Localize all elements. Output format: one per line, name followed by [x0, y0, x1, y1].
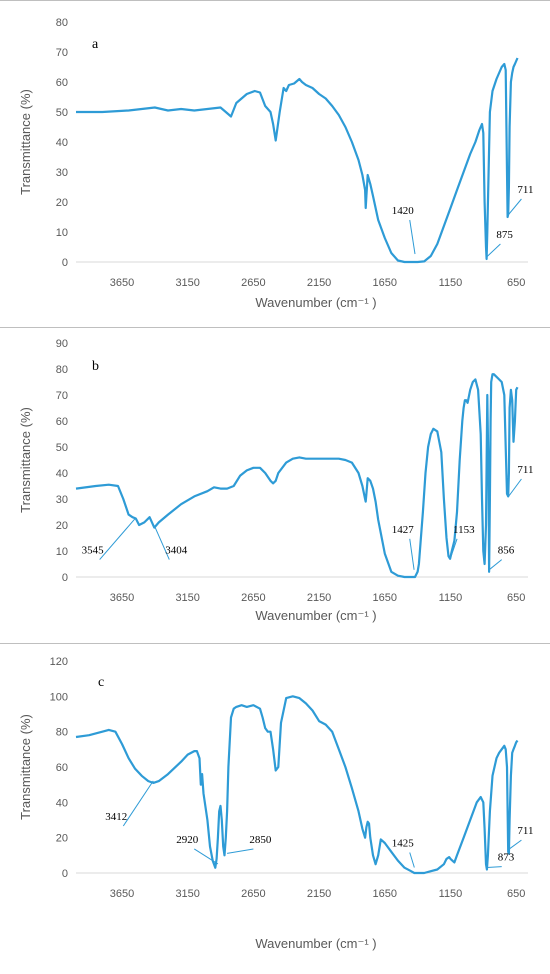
- x-tick-label: 650: [507, 592, 525, 604]
- annotation-label: 856: [498, 545, 515, 557]
- x-tick-label: 3150: [175, 592, 199, 604]
- y-tick-label: 20: [56, 833, 68, 845]
- annotation-leader: [449, 538, 458, 560]
- annotation-label: 1427: [392, 524, 415, 536]
- x-tick-label: 2650: [241, 277, 265, 289]
- annotation-leader: [488, 559, 503, 571]
- y-tick-label: 80: [56, 17, 68, 29]
- annotation-label: 711: [517, 464, 533, 476]
- annotation-label: 3404: [165, 545, 188, 557]
- spectrum-line: [75, 373, 519, 579]
- y-axis-title: Transmittance (%): [18, 407, 33, 513]
- annotation-leader: [193, 848, 219, 865]
- x-tick-label: 3650: [110, 592, 134, 604]
- annotation-label: 1420: [392, 205, 415, 217]
- y-tick-label: 40: [56, 797, 68, 809]
- x-tick-label: 1150: [439, 592, 463, 604]
- spectrum-line: [76, 57, 519, 264]
- y-tick-label: 100: [50, 691, 68, 703]
- annotation-leader: [99, 517, 137, 560]
- annotation-leader: [409, 852, 415, 868]
- y-tick-label: 10: [56, 546, 68, 558]
- y-tick-label: 20: [56, 197, 68, 209]
- panel-divider-top: [0, 0, 550, 1]
- annotation-label: 1425: [392, 838, 415, 850]
- y-tick-label: 50: [56, 442, 68, 454]
- annotation-label: 873: [498, 852, 515, 864]
- x-tick-label: 1650: [373, 277, 397, 289]
- x-tick-label: 650: [507, 277, 525, 289]
- annotation-leader: [507, 839, 522, 851]
- annotation-leader: [507, 478, 522, 498]
- annotation-label: 711: [517, 825, 533, 837]
- annotation-leader: [122, 780, 154, 827]
- annotation-label: 711: [517, 184, 533, 196]
- y-axis-title: Transmittance (%): [18, 89, 33, 195]
- y-tick-label: 0: [62, 572, 68, 584]
- annotation-label: 3545: [82, 545, 105, 557]
- x-tick-label: 2150: [307, 592, 331, 604]
- x-tick-label: 3150: [175, 277, 199, 289]
- annotation-label: 1153: [453, 524, 475, 536]
- chart-a-svg: 0 10 20 30 40 50 60 70 80 3650 3150 2650 2150 1650 115…: [18, 17, 534, 310]
- x-tick-label: 1150: [439, 277, 463, 289]
- annotation-leader: [507, 198, 522, 216]
- annotation-leader: [486, 866, 502, 868]
- y-tick-label: 40: [56, 468, 68, 480]
- y-tick-label: 50: [56, 107, 68, 119]
- x-tick-label: 1650: [373, 592, 397, 604]
- annotation-leader: [486, 243, 501, 258]
- x-tick-label: 3650: [110, 888, 134, 900]
- annotation-label: 875: [496, 229, 513, 241]
- y-tick-label: 80: [56, 727, 68, 739]
- y-tick-label: 120: [50, 656, 68, 668]
- annotation-leader: [409, 538, 415, 570]
- x-tick-label: 1150: [439, 888, 463, 900]
- y-tick-label: 20: [56, 520, 68, 532]
- y-tick-label: 10: [56, 227, 68, 239]
- y-tick-label: 80: [56, 364, 68, 376]
- x-tick-label: 2150: [307, 277, 331, 289]
- spectrum-line: [75, 695, 519, 875]
- annotation-label: 2920: [176, 834, 199, 846]
- panel-letter: c: [98, 675, 104, 690]
- annotation-leader: [227, 848, 254, 854]
- y-tick-label: 60: [56, 77, 68, 89]
- chart-panel-a: 0 10 20 30 40 50 60 70 80 3650 3150 2650 2150 1650 115…: [0, 0, 550, 327]
- annotation-leader: [409, 219, 416, 255]
- annotation-label: 3412: [105, 811, 127, 823]
- x-axis-title: Wavenumber (cm⁻¹ ): [255, 608, 376, 623]
- panel-letter: b: [92, 359, 99, 374]
- y-tick-label: 90: [56, 338, 68, 350]
- y-tick-label: 60: [56, 416, 68, 428]
- y-tick-label: 60: [56, 762, 68, 774]
- x-tick-label: 650: [507, 888, 525, 900]
- x-axis-title: Wavenumber (cm⁻¹ ): [255, 295, 376, 310]
- panel-divider-1: [0, 327, 550, 328]
- annotation-leader: [153, 525, 170, 560]
- y-axis-title: Transmittance (%): [18, 714, 33, 820]
- x-tick-label: 3150: [175, 888, 199, 900]
- chart-b-svg: 0 10 20 30 40 50 60 70 80 90 3650 3150 2650 2150 1650 1…: [18, 338, 534, 623]
- y-tick-label: 30: [56, 167, 68, 179]
- x-axis-title: Wavenumber (cm⁻¹ ): [255, 936, 376, 951]
- panel-divider-2: [0, 643, 550, 644]
- x-tick-label: 1650: [373, 888, 397, 900]
- chart-panel-c: 0 20 40 60 80 100 120 3650 3150 2650 2150 1650 1150 6…: [0, 644, 550, 974]
- annotation-label: 2850: [249, 834, 272, 846]
- y-tick-label: 30: [56, 494, 68, 506]
- y-tick-label: 70: [56, 47, 68, 59]
- chart-panel-b: 0 10 20 30 40 50 60 70 80 90 3650 3150 2650 2150 1650 1…: [0, 328, 550, 643]
- chart-c-svg: 0 20 40 60 80 100 120 3650 3150 2650 2150 1650 1150 6…: [18, 656, 534, 951]
- y-tick-label: 70: [56, 390, 68, 402]
- x-tick-label: 2650: [241, 888, 265, 900]
- x-tick-label: 2150: [307, 888, 331, 900]
- y-tick-label: 0: [62, 257, 68, 269]
- panel-letter: a: [92, 37, 99, 52]
- y-tick-label: 40: [56, 137, 68, 149]
- x-tick-label: 2650: [241, 592, 265, 604]
- x-tick-label: 3650: [110, 277, 134, 289]
- y-tick-label: 0: [62, 868, 68, 880]
